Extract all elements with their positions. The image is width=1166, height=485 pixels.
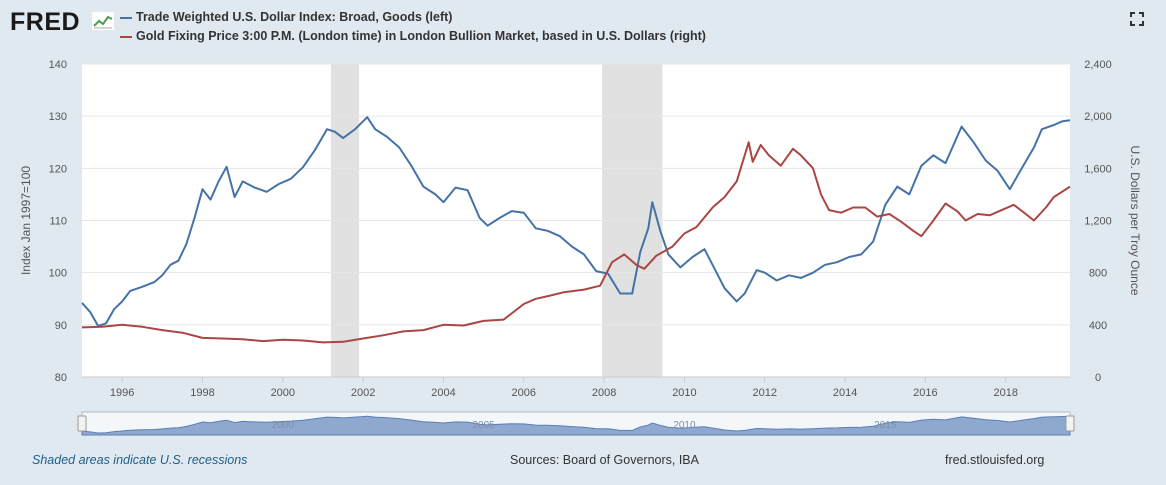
series-dollar-index: [81, 116, 1071, 327]
fred-logo[interactable]: FRED: [10, 8, 81, 36]
range-navigator[interactable]: 2000 2005 2010 2015: [77, 411, 1075, 436]
y-tick-right-4: 1,600: [1084, 163, 1112, 175]
y-tick-left-5: 130: [49, 111, 67, 123]
legend-item-gold-price[interactable]: Gold Fixing Price 3:00 P.M. (London time…: [120, 27, 706, 46]
y-tick-left-3: 110: [49, 216, 67, 228]
chart-legend: Trade Weighted U.S. Dollar Index: Broad,…: [120, 8, 706, 46]
x-tick-5: 2006: [512, 387, 536, 399]
navigator-label-0: 2000: [272, 420, 295, 431]
x-tick-0: 1996: [110, 387, 134, 399]
x-tick-10: 2016: [913, 387, 937, 399]
axes: 80 90 100 110 120 130 140 0 400 800 1,200 1,600 2,00…: [49, 59, 1112, 399]
navigator-series: [81, 415, 1071, 436]
series-gold-price: [81, 141, 1071, 344]
y-tick-right-1: 400: [1089, 320, 1107, 332]
navigator-handle-right[interactable]: [1065, 415, 1075, 432]
y-tick-right-6: 2,400: [1084, 59, 1112, 71]
navigator-label-3: 2015: [874, 420, 897, 431]
navigator-label-1: 2005: [473, 420, 496, 431]
legend-label-gold-price: Gold Fixing Price 3:00 P.M. (London time…: [136, 29, 706, 43]
x-tick-7: 2010: [672, 387, 696, 399]
site-link[interactable]: fred.stlouisfed.org: [945, 453, 1045, 467]
series-lines: [81, 116, 1071, 344]
y-tick-right-0: 0: [1095, 372, 1101, 384]
legend-swatch-gold-price: [120, 35, 132, 38]
y-axis-label-right: U.S. Dollars per Troy Ounce: [1128, 145, 1142, 295]
y-tick-left-1: 90: [55, 320, 67, 332]
x-tick-2: 2000: [271, 387, 295, 399]
x-tick-6: 2008: [592, 387, 616, 399]
x-tick-8: 2012: [753, 387, 777, 399]
x-tick-4: 2004: [431, 387, 455, 399]
y-tick-right-2: 800: [1089, 268, 1107, 280]
x-tick-9: 2014: [833, 387, 857, 399]
chart-line-icon: [92, 12, 114, 30]
y-tick-left-6: 140: [49, 59, 67, 71]
y-tick-left-0: 80: [55, 372, 67, 384]
legend-swatch-dollar-index: [120, 16, 132, 19]
x-tick-11: 2018: [993, 387, 1017, 399]
y-tick-right-5: 2,000: [1084, 111, 1112, 123]
navigator-label-2: 2010: [673, 420, 696, 431]
navigator-handle-left[interactable]: [77, 415, 87, 432]
x-tick-1: 1998: [190, 387, 214, 399]
y-axis-label-left: Index Jan 1997=100: [19, 166, 33, 275]
recession-note: Shaded areas indicate U.S. recessions: [32, 453, 248, 467]
legend-label-dollar-index: Trade Weighted U.S. Dollar Index: Broad,…: [136, 10, 453, 24]
y-tick-left-2: 100: [49, 268, 67, 280]
y-tick-left-4: 120: [49, 163, 67, 175]
legend-item-dollar-index[interactable]: Trade Weighted U.S. Dollar Index: Broad,…: [120, 8, 706, 27]
y-tick-right-3: 1,200: [1084, 216, 1112, 228]
fullscreen-icon[interactable]: [1130, 12, 1144, 26]
sources-text: Sources: Board of Governors, IBA: [510, 453, 699, 467]
x-tick-3: 2002: [351, 387, 375, 399]
